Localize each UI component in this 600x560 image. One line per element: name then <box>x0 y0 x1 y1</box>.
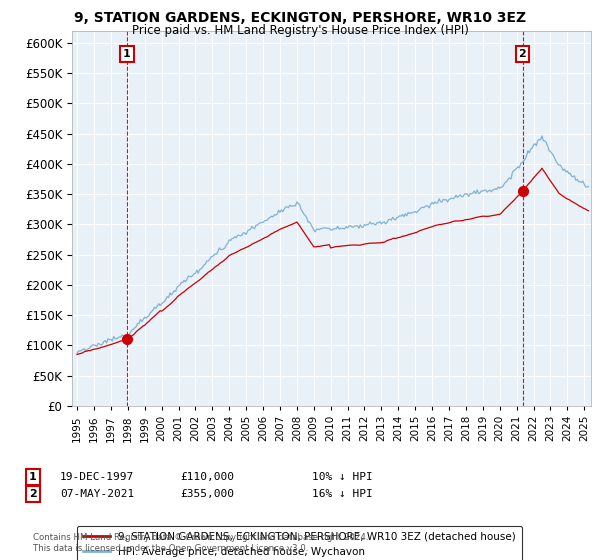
Text: 1: 1 <box>29 472 37 482</box>
Text: 2: 2 <box>29 489 37 499</box>
Text: £355,000: £355,000 <box>180 489 234 499</box>
Text: 19-DEC-1997: 19-DEC-1997 <box>60 472 134 482</box>
Text: £110,000: £110,000 <box>180 472 234 482</box>
Text: 07-MAY-2021: 07-MAY-2021 <box>60 489 134 499</box>
Text: Price paid vs. HM Land Registry's House Price Index (HPI): Price paid vs. HM Land Registry's House … <box>131 24 469 36</box>
Text: 9, STATION GARDENS, ECKINGTON, PERSHORE, WR10 3EZ: 9, STATION GARDENS, ECKINGTON, PERSHORE,… <box>74 11 526 25</box>
Text: 10% ↓ HPI: 10% ↓ HPI <box>312 472 373 482</box>
Legend: 9, STATION GARDENS, ECKINGTON, PERSHORE, WR10 3EZ (detached house), HPI: Average: 9, STATION GARDENS, ECKINGTON, PERSHORE,… <box>77 526 522 560</box>
Text: 16% ↓ HPI: 16% ↓ HPI <box>312 489 373 499</box>
Text: Contains HM Land Registry data © Crown copyright and database right 2024.
This d: Contains HM Land Registry data © Crown c… <box>33 533 368 553</box>
Text: 2: 2 <box>518 49 526 59</box>
Text: 1: 1 <box>123 49 131 59</box>
